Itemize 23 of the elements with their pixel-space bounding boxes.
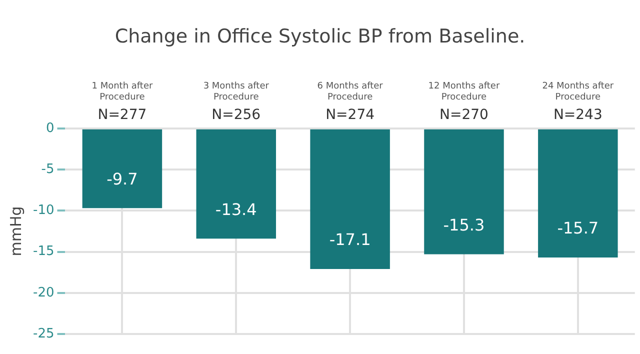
y-tick-label: -10: [33, 203, 54, 218]
chart-title: Change in Office Systolic BP from Baseline.: [114, 25, 526, 48]
text: N=277: [98, 107, 147, 124]
x-tick-label: 3 Months after Procedure: [203, 82, 270, 102]
text: N=270: [440, 107, 488, 124]
x-tick-label: 12 Months after Procedure: [428, 82, 500, 102]
text: N=243: [553, 107, 602, 124]
y-tick-label: 0: [46, 120, 54, 136]
data-label: -15.7: [557, 218, 599, 238]
y-tick-label: -15: [33, 244, 54, 260]
x-tick-label: 24 Months after Procedure: [542, 82, 614, 102]
y-axis-title: mmHg: [6, 206, 25, 256]
data-label: -15.3: [443, 215, 485, 234]
y-tick-label: -5: [41, 162, 54, 177]
data-label: -17.1: [329, 230, 371, 250]
text: N=256: [212, 107, 261, 124]
data-label: -9.7: [106, 169, 138, 188]
data-label: -13.4: [215, 200, 257, 219]
text: N=274: [326, 107, 375, 124]
x-tick-label: 1 Month after Procedure: [92, 82, 153, 102]
y-tick-label: -25: [33, 326, 54, 342]
y-tick-label: -20: [33, 285, 54, 300]
x-tick-label: 6 Months after Procedure: [317, 82, 384, 102]
